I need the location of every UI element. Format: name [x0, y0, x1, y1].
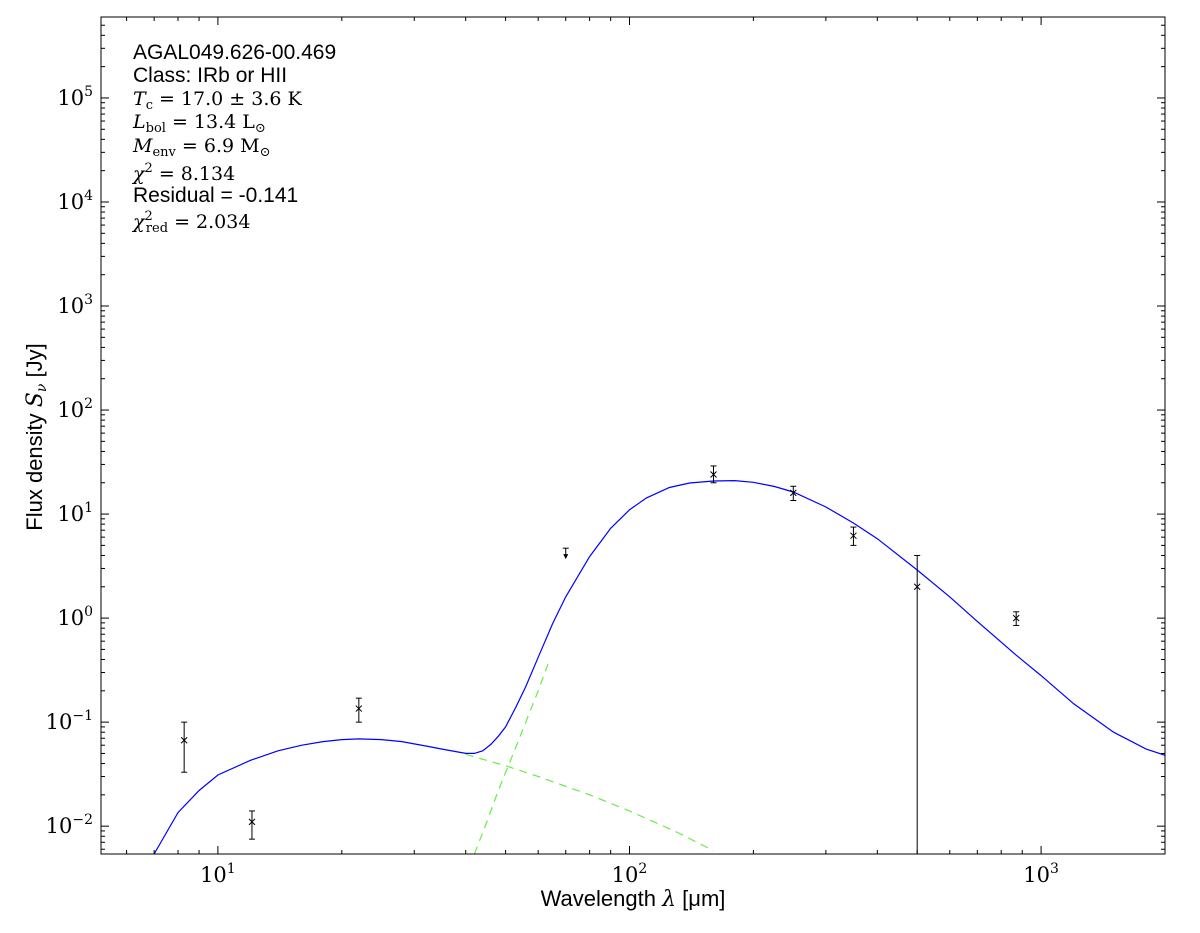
data-point: [789, 485, 797, 502]
component-fits: [465, 659, 714, 854]
y-tick-label: 102: [57, 396, 93, 422]
y-tick-label: 10−2: [46, 812, 93, 838]
chi-squared-label: χ2 = 8.134: [131, 161, 235, 185]
data-point: [1012, 611, 1020, 626]
reduced-chi-squared-label: χ2 red = 2.034: [131, 209, 250, 236]
point-marker: [789, 489, 797, 497]
point-marker: [710, 471, 717, 478]
y-tick-label: 103: [57, 292, 93, 318]
y-tick-label: 10−1: [46, 708, 93, 734]
x-tick-label: 102: [612, 861, 648, 887]
x-tick-label: 103: [1023, 861, 1059, 887]
point-marker: [355, 705, 363, 712]
data-point: [248, 810, 256, 840]
total-fit: [153, 479, 1165, 854]
data-points: [180, 465, 1020, 854]
annotation-block: AGAL049.626-00.469 Class: IRb or HII Tc …: [131, 41, 336, 236]
point-marker: [850, 532, 857, 540]
upper-limit-arrow: [563, 554, 569, 560]
component-fit-curve: [465, 753, 714, 852]
data-point: [710, 465, 717, 484]
plot-frame: [100, 16, 1166, 855]
y-tick-label: 100: [57, 604, 93, 630]
data-point: [850, 526, 857, 546]
x-axis-label: Wavelength λ [μm]: [541, 886, 726, 912]
point-marker: [180, 736, 188, 744]
y-axis-label: Flux density Sν [Jy]: [22, 343, 50, 530]
point-marker: [913, 583, 921, 591]
temperature-label: Tc = 17.0 ± 3.6 K: [133, 88, 303, 113]
source-name: AGAL049.626-00.469: [133, 41, 336, 64]
upper-limit: [562, 547, 569, 560]
luminosity-label: Lbol = 13.4 L⊙: [132, 111, 266, 136]
y-tick-label: 104: [57, 188, 93, 214]
y-tick-label: 101: [57, 500, 93, 526]
envelope-mass-label: Menv = 6.9 M⊙: [132, 135, 271, 160]
y-tick-labels: 10−2 10−1 100 101 102 103 104 105: [46, 84, 93, 838]
y-tick-label: 105: [57, 84, 93, 110]
point-marker: [1012, 614, 1020, 622]
data-point: [180, 721, 188, 773]
x-tick-label: 101: [200, 861, 236, 887]
point-marker: [248, 818, 256, 826]
axis-ticks: [101, 16, 1166, 854]
residual-label: Residual = -0.141: [133, 184, 298, 207]
source-class: Class: IRb or HII: [133, 64, 287, 87]
total-fit-curve: [153, 479, 1165, 854]
x-tick-labels: 101 102 103: [200, 861, 1059, 887]
data-point: [355, 697, 363, 723]
component-fit-curve: [473, 659, 551, 854]
data-point: [913, 554, 921, 854]
